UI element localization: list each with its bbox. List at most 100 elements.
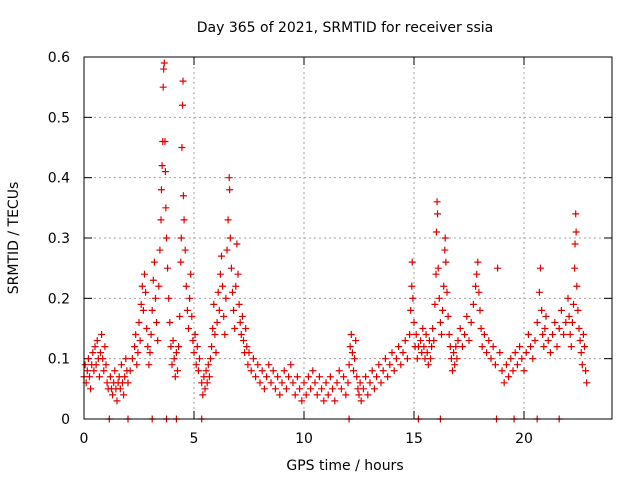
data-point [475,288,483,296]
data-point [390,367,398,375]
data-point [166,318,174,326]
data-point [546,349,554,357]
data-point [199,391,207,399]
data-point [186,294,194,302]
data-point [156,246,164,254]
data-point [117,361,125,369]
data-point [574,306,582,314]
data-point [531,337,539,345]
data-point [353,373,361,381]
data-point [509,367,517,375]
data-point [560,331,568,339]
data-point [150,258,158,266]
x-tick-label: 20 [515,431,533,447]
data-point [340,373,348,381]
data-point [213,318,221,326]
data-point [346,343,354,351]
data-point [103,379,111,387]
data-point [120,391,128,399]
data-point [342,391,350,399]
data-point [333,379,341,387]
data-point [209,325,217,332]
data-point [320,397,328,405]
data-point [440,282,448,290]
data-point [432,270,440,278]
data-point [191,331,199,339]
y-tick-label: 0.5 [48,110,70,126]
data-point [84,355,92,363]
data-point [366,379,374,387]
data-point [577,349,585,357]
data-point [494,264,502,272]
data-point [126,367,134,375]
data-point [337,385,345,393]
data-point [149,276,157,284]
data-point [169,337,177,345]
data-point [485,337,493,345]
data-point [433,198,441,206]
data-point [571,264,579,272]
data-point [230,306,238,314]
data-point [218,252,225,260]
data-point [222,294,230,302]
data-point [544,337,552,345]
data-point [469,300,477,308]
data-point [412,331,420,339]
data-point [177,258,185,266]
data-point [410,318,418,326]
y-axis-label: SRMTID / TECUs [6,182,22,295]
plot-frame [83,56,613,420]
x-tick-labels: 0 5 10 15 20 [80,431,533,447]
data-point [304,373,312,381]
data-point [572,210,580,218]
data-point [280,367,288,375]
data-point [368,367,376,375]
data-point [237,331,245,339]
data-point [145,361,153,369]
data-point [147,331,155,339]
data-point [174,367,181,375]
data-point [242,325,250,332]
data-point [235,300,243,308]
data-point [124,379,132,387]
data-point [477,325,485,332]
data-point [208,343,216,351]
data-point [456,325,464,332]
data-point [452,343,460,351]
data-point [422,331,430,339]
data-point [491,361,499,369]
data-point [211,331,219,339]
data-point [220,312,228,320]
data-point [92,361,100,369]
data-point [137,300,145,308]
data-point [271,385,279,393]
data-point [356,379,364,387]
data-point [298,397,306,405]
data-point [101,343,109,351]
data-point [565,312,573,320]
data-point [99,355,107,363]
data-point [165,294,173,302]
data-point [162,204,170,212]
data-point [444,312,452,320]
y-tick-label: 0.3 [48,231,70,247]
data-point [505,373,513,381]
data-point [204,361,212,369]
data-point [182,282,190,290]
data-point [441,234,449,242]
data-point [420,343,428,351]
data-point [121,373,129,381]
axis-ticks [83,56,612,420]
data-point [193,343,201,351]
data-point [573,282,581,290]
data-point [256,379,264,387]
data-point [576,337,584,345]
data-point [243,343,251,351]
data-point [260,385,268,393]
data-point [219,282,227,290]
data-point [441,246,449,254]
data-point [520,367,528,375]
data-point [518,355,526,363]
data-point [263,373,271,381]
data-point [397,361,405,369]
